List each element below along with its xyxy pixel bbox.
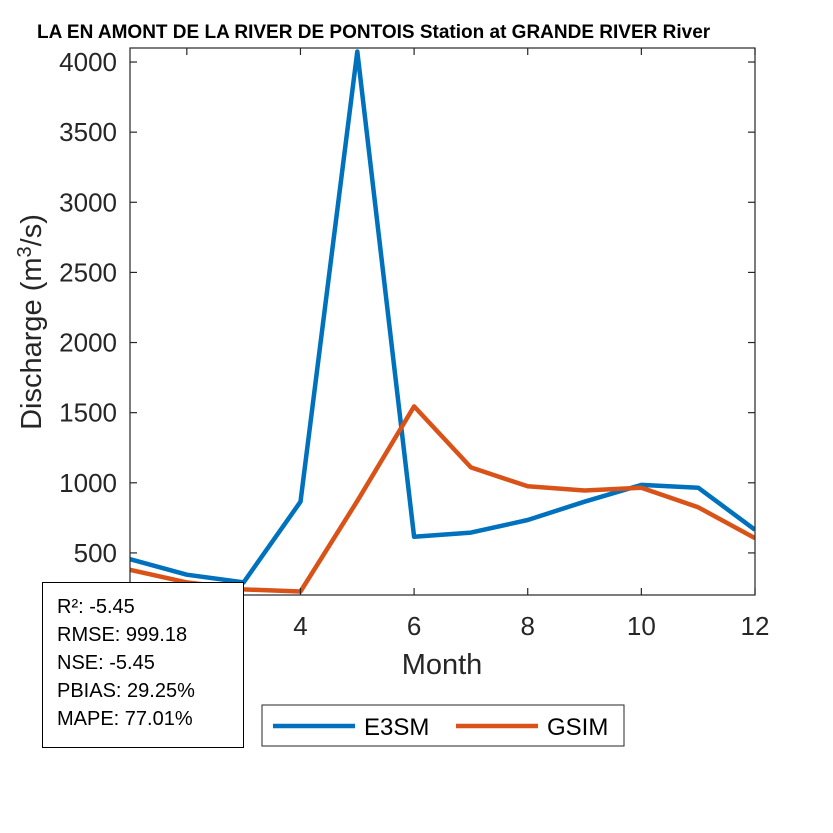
stat-nse: NSE: -5.45 — [57, 652, 155, 674]
x-tick-label: 10 — [627, 611, 656, 641]
stats-box: R²: -5.45 RMSE: 999.18 NSE: -5.45 PBIAS:… — [42, 582, 244, 748]
x-tick-label: 8 — [520, 611, 534, 641]
y-tick-label: 3500 — [59, 117, 117, 147]
stat-mape: MAPE: 77.01% — [57, 708, 193, 730]
y-tick-label: 1000 — [59, 468, 117, 498]
legend: E3SM GSIM — [261, 704, 625, 747]
x-tick-label: 4 — [293, 611, 307, 641]
y-tick-label: 3000 — [59, 187, 117, 217]
x-tick-label: 12 — [741, 611, 770, 641]
y-axis-label: Discharge (m3/s) — [14, 214, 48, 430]
y-tick-label: 2000 — [59, 328, 117, 358]
legend-label-e3sm: E3SM — [364, 714, 429, 741]
y-tick-label: 4000 — [59, 47, 117, 77]
axes-box — [129, 47, 756, 596]
stat-pbias: PBIAS: 29.25% — [57, 680, 195, 702]
y-tick-label: 1500 — [59, 398, 117, 428]
chart-title: LA EN AMONT DE LA RIVER DE PONTOIS Stati… — [37, 22, 711, 43]
plot-area: 246810125001000150020002500300035004000 — [59, 47, 769, 641]
series-line-e3sm — [130, 49, 755, 585]
stat-rmse: RMSE: 999.18 — [57, 624, 188, 646]
x-tick-label: 6 — [407, 611, 421, 641]
x-axis-label: Month — [402, 649, 483, 681]
legend-label-gsim: GSIM — [547, 714, 608, 741]
series-line-gsim — [130, 404, 755, 594]
y-tick-label: 2500 — [59, 257, 117, 287]
y-tick-label: 500 — [74, 538, 117, 568]
stat-r2: R²: -5.45 — [57, 596, 135, 618]
